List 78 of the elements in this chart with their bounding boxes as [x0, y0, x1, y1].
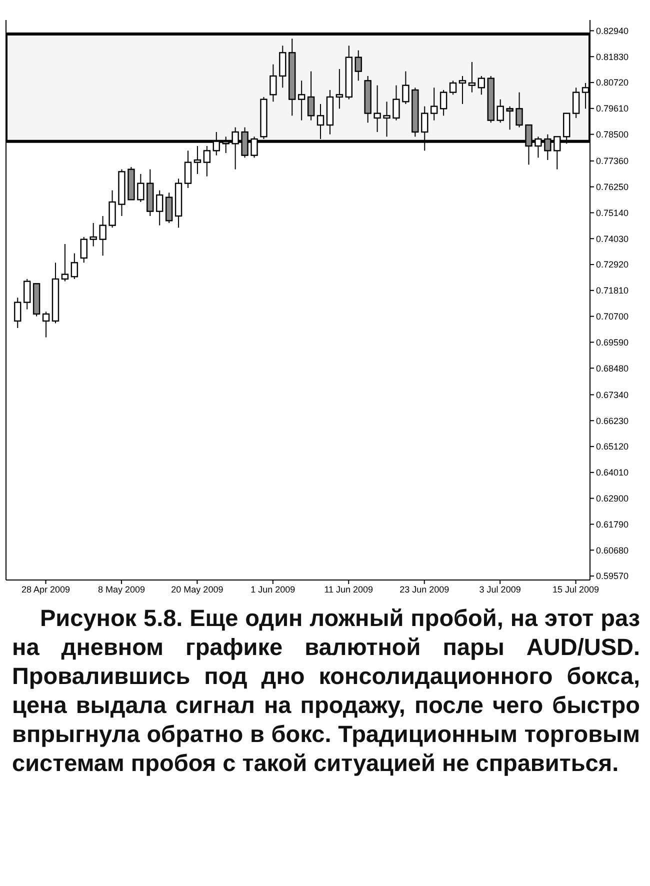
- candlestick: [563, 112, 570, 144]
- y-tick-label: 0.59570: [596, 571, 629, 582]
- candlestick: [336, 68, 344, 110]
- y-tick-label: 0.80720: [596, 78, 629, 88]
- candlestick: [383, 101, 390, 138]
- y-tick-label: 0.78500: [596, 130, 629, 140]
- x-tick-label: 23 Jun 2009: [400, 584, 450, 594]
- x-tick-label: 28 Apr 2009: [21, 584, 70, 594]
- candlestick: [449, 80, 457, 96]
- x-tick-label: 11 Jun 2009: [324, 584, 374, 594]
- candlestick: [241, 126, 248, 158]
- candlestick: [194, 146, 202, 174]
- candlestick: [458, 76, 466, 104]
- y-tick-label: 0.62900: [596, 494, 629, 504]
- y-tick-label: 0.60680: [596, 545, 629, 556]
- candlestick: [222, 136, 230, 154]
- candlestick: [374, 84, 381, 132]
- candlestick: [279, 45, 286, 88]
- candlestick: [80, 236, 88, 264]
- candlestick: [232, 126, 239, 170]
- candlestick: [108, 190, 116, 228]
- y-tick-label: 0.75140: [596, 208, 629, 218]
- x-tick-label: 3 Jul 2009: [479, 584, 521, 594]
- candlestick: [516, 92, 523, 128]
- candlestick: [250, 136, 258, 158]
- y-tick-label: 0.64010: [596, 468, 629, 478]
- y-tick-label: 0.70700: [596, 312, 629, 322]
- candlestick: [42, 311, 50, 338]
- y-tick-label: 0.77360: [596, 156, 629, 166]
- candlestick: [184, 150, 192, 188]
- candlestick: [534, 136, 542, 158]
- candlestick: [478, 76, 486, 96]
- y-tick-label: 0.76250: [596, 182, 629, 192]
- candlestick: [402, 70, 410, 104]
- candlestick: [298, 80, 306, 121]
- candlestick: [156, 190, 164, 226]
- y-tick-label: 0.61790: [596, 519, 629, 530]
- candlestick: [354, 50, 362, 82]
- candlestick: [99, 216, 106, 256]
- candlestick: [430, 87, 438, 121]
- candlestick: [316, 104, 324, 140]
- x-tick-label: 15 Jul 2009: [552, 584, 600, 594]
- y-tick-label: 0.67340: [596, 390, 629, 400]
- candlestick: [421, 106, 428, 152]
- y-tick-label: 0.71810: [596, 286, 629, 296]
- x-tick-label: 8 May 2009: [98, 584, 145, 594]
- candlestick: [90, 222, 97, 247]
- x-tick-label: 1 Jun 2009: [250, 584, 296, 594]
- candlestick: [165, 192, 173, 224]
- y-tick-label: 0.82940: [596, 26, 629, 36]
- candlestick: [496, 98, 504, 124]
- candlestick: [70, 252, 78, 280]
- candlestick: [23, 278, 31, 310]
- y-tick-label: 0.69590: [596, 337, 629, 348]
- candlestick: [572, 87, 580, 118]
- candlestick: [61, 244, 69, 282]
- y-tick-label: 0.65120: [596, 442, 629, 452]
- y-tick-label: 0.68480: [596, 363, 629, 374]
- candlestick: [544, 134, 552, 160]
- candlestick: [137, 174, 144, 202]
- candlestick: [468, 62, 476, 93]
- candlestick: [270, 64, 277, 102]
- y-tick-label: 0.74030: [596, 234, 629, 244]
- y-tick-label: 0.66230: [596, 416, 629, 426]
- candlestick: [307, 70, 315, 121]
- candlestick: [440, 90, 448, 116]
- text: Рисунок 5.8. Еще один ложный пробой, на этот раз на дневном графике валютной пары AUD/USD. Провалившись под дно консолидационного бокса, цена выдала сигнал на продажу, после чего быстро впрыгнула обратно в бокс. Традиционным торговым системам пробоя с такой ситуацией не справиться.: [11, 604, 641, 778]
- candlestick: [506, 106, 514, 130]
- y-tick-label: 0.81830: [596, 52, 629, 62]
- candlestick: [212, 132, 220, 156]
- candlestick: [525, 124, 532, 166]
- candlestick: [203, 146, 211, 177]
- y-tick-label: 0.79610: [596, 104, 629, 114]
- x-tick-label: 20 May 2009: [171, 584, 224, 594]
- candlestick: [554, 136, 561, 170]
- candlestick: [14, 297, 22, 328]
- y-tick-label: 0.72920: [596, 260, 629, 270]
- candlestick: [392, 84, 400, 121]
